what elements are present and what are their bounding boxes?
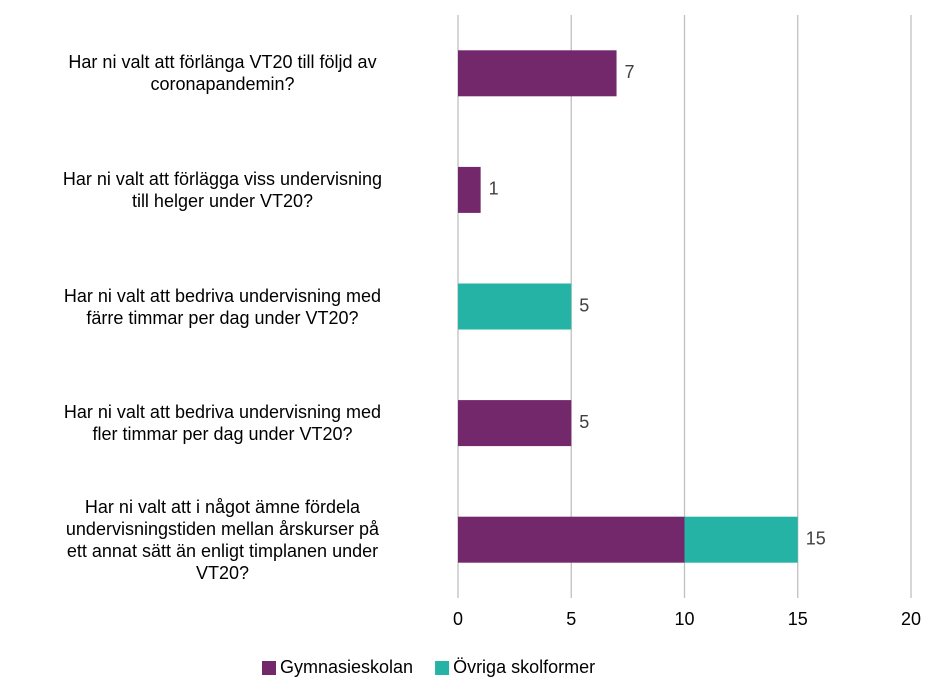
legend-label: Gymnasieskolan bbox=[280, 657, 413, 677]
x-tick-label: 20 bbox=[901, 609, 921, 629]
legend-swatch bbox=[435, 661, 450, 675]
x-tick-label: 15 bbox=[788, 609, 808, 629]
data-label: 15 bbox=[806, 528, 826, 548]
x-tick-label: 5 bbox=[566, 609, 576, 629]
legend-swatch bbox=[262, 661, 276, 675]
bar-segment bbox=[458, 283, 572, 330]
category-label: Har ni valt att bedriva undervisning med… bbox=[63, 285, 382, 328]
data-label: 1 bbox=[489, 179, 499, 199]
category-label: Har ni valt att förlänga VT20 till följd… bbox=[68, 52, 377, 95]
category-label: Har ni valt att förlägga viss undervisni… bbox=[62, 168, 383, 211]
bar-segment bbox=[458, 400, 572, 447]
bar-segment bbox=[458, 516, 685, 563]
x-tick-label: 10 bbox=[674, 609, 694, 629]
legend-label: Övriga skolformer bbox=[453, 657, 595, 677]
category-label: Har ni valt att i något ämne fördela und… bbox=[65, 496, 380, 583]
data-label: 7 bbox=[625, 62, 635, 82]
bar-segment bbox=[458, 50, 617, 97]
data-label: 5 bbox=[579, 295, 589, 315]
bar-segment bbox=[458, 166, 481, 213]
category-label: Har ni valt att bedriva undervisning med… bbox=[63, 402, 382, 445]
data-label: 5 bbox=[579, 412, 589, 432]
bar-segment bbox=[684, 516, 798, 563]
x-tick-label: 0 bbox=[453, 609, 463, 629]
